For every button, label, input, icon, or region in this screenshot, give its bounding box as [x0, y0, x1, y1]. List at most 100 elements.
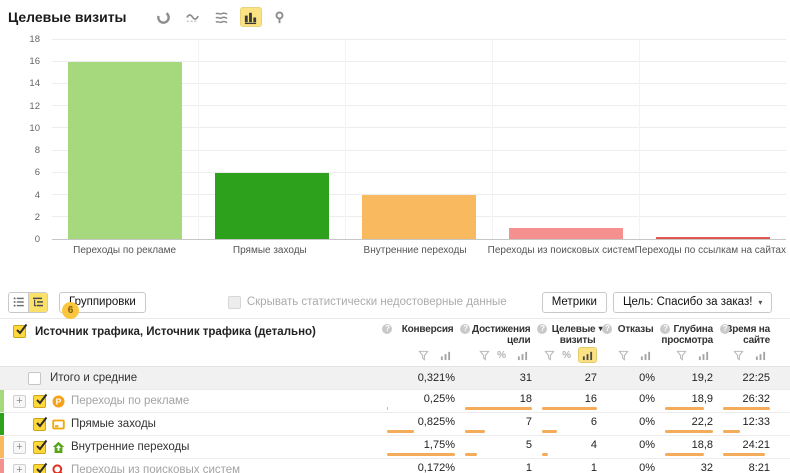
- cell-bar: [465, 406, 532, 410]
- x-labels: Переходы по рекламе Прямые заходы Внутренн…: [52, 242, 786, 258]
- cell-bar: [723, 406, 770, 410]
- bar-chart-icon[interactable]: [239, 7, 262, 27]
- chart-slot: [639, 40, 786, 239]
- column-chart-icon[interactable]: [513, 347, 532, 363]
- grouping-checkbox[interactable]: [13, 323, 28, 338]
- column-header-bounces[interactable]: ? Отказы: [601, 323, 659, 335]
- percent-icon[interactable]: %: [497, 349, 506, 361]
- column-chart-icon[interactable]: [751, 347, 770, 363]
- target-visits-chart: 0 2 4 6 8 10 12 14 16 18 Переходы по рекламе Прямы…: [0, 34, 790, 258]
- cell-value: 4: [590, 438, 597, 451]
- y-tick-label: 16: [29, 56, 40, 68]
- filter-icon[interactable]: [618, 350, 629, 361]
- cell-bar: [387, 452, 455, 456]
- hide-inaccurate-checkbox[interactable]: [227, 295, 241, 309]
- cell-value: 0%: [639, 461, 655, 473]
- expand-button[interactable]: +: [13, 394, 26, 408]
- chart-bar[interactable]: [509, 227, 623, 239]
- grouping-header-label: Источник трафика, Источник трафика (дета…: [35, 325, 316, 338]
- column-chart-icon-selected[interactable]: [578, 347, 597, 363]
- help-icon[interactable]: ?: [537, 324, 548, 334]
- row-color-stripe: [0, 436, 4, 458]
- chart-bar[interactable]: [215, 172, 329, 239]
- cell-value: 0%: [639, 415, 655, 428]
- search-engine-icon: [51, 463, 65, 473]
- totals-checkbox[interactable]: [28, 371, 41, 385]
- cell-value: 0,825%: [417, 415, 455, 428]
- list-view-icon[interactable]: [9, 292, 28, 312]
- expand-button[interactable]: +: [13, 440, 26, 454]
- map-pin-icon[interactable]: [269, 7, 291, 27]
- report-header: Целевые визиты: [0, 0, 790, 28]
- row-label[interactable]: Внутренние переходы: [71, 441, 190, 453]
- tree-view-icon[interactable]: [28, 292, 47, 312]
- ad-source-icon: P: [51, 394, 65, 408]
- cell-value: 18: [519, 392, 532, 405]
- y-tick-label: 2: [34, 211, 40, 223]
- goal-selector-label: Цель: Спасибо за заказ!: [622, 296, 753, 308]
- row-checkbox[interactable]: [33, 416, 48, 431]
- row-label[interactable]: Переходы по рекламе: [71, 395, 190, 407]
- plot-area: [52, 39, 786, 240]
- stacked-area-chart-icon[interactable]: [211, 7, 233, 27]
- filter-icon[interactable]: [676, 350, 687, 361]
- help-icon[interactable]: ?: [720, 324, 730, 334]
- cell-value: 1: [525, 461, 532, 473]
- table-row: + Внутренние переходы 1,75% 5 4 0% 18,8 …: [0, 435, 790, 458]
- filter-icon[interactable]: [479, 350, 490, 361]
- goal-selector[interactable]: Цель: Спасибо за заказ! ▾: [612, 291, 773, 313]
- filter-icon[interactable]: [544, 350, 555, 361]
- line-chart-icon[interactable]: [182, 7, 204, 27]
- gridline: [52, 171, 786, 173]
- hide-inaccurate-control: Скрывать статистически недостоверные дан…: [227, 295, 507, 309]
- chart-bar[interactable]: [68, 62, 182, 239]
- chart-type-switcher: [153, 7, 291, 27]
- y-tick-label: 6: [34, 167, 40, 179]
- filter-icon[interactable]: [733, 350, 744, 361]
- cell-value: 24:21: [742, 438, 770, 451]
- help-icon[interactable]: ?: [382, 324, 393, 334]
- help-icon[interactable]: ?: [602, 324, 613, 334]
- chevron-down-icon: ▾: [758, 297, 763, 307]
- percent-icon[interactable]: %: [562, 349, 571, 361]
- page-title: Целевые визиты: [8, 9, 127, 25]
- table-toolbar: Группировки 6 Скрывать статистически нед…: [0, 290, 790, 319]
- column-chart-icon[interactable]: [436, 347, 455, 363]
- groupings-button[interactable]: Группировки: [59, 291, 146, 313]
- cell-value: 1,75%: [423, 438, 455, 451]
- y-tick-label: 18: [29, 34, 40, 45]
- row-checkbox[interactable]: [33, 393, 48, 408]
- column-header-conversion[interactable]: ? Конверсия: [381, 323, 459, 335]
- row-label[interactable]: Прямые заходы: [71, 418, 156, 430]
- pie-chart-icon[interactable]: [153, 7, 175, 27]
- filter-icon[interactable]: [418, 350, 429, 361]
- hide-inaccurate-label[interactable]: Скрывать статистически недостоверные дан…: [246, 296, 507, 308]
- metrics-button[interactable]: Метрики: [541, 291, 607, 313]
- column-chart-icon[interactable]: [694, 347, 713, 363]
- column-chart-icon[interactable]: [636, 347, 655, 363]
- direct-visits-icon: [51, 417, 65, 431]
- y-tick-label: 12: [29, 100, 40, 112]
- row-checkbox[interactable]: [33, 462, 48, 473]
- help-icon[interactable]: ?: [660, 324, 671, 334]
- row-checkbox[interactable]: [33, 439, 48, 454]
- table-row: + Прямые заходы 0,825% 7 6 0% 22,2 12:33: [0, 412, 790, 435]
- chart-bar[interactable]: [362, 194, 476, 239]
- y-tick-label: 8: [34, 145, 40, 157]
- expand-button[interactable]: +: [13, 463, 26, 473]
- column-header-page-depth[interactable]: ? Глубина просмотра: [660, 324, 714, 346]
- column-header-goal-completions[interactable]: ? Достижения цели: [459, 323, 536, 346]
- cell-value: 31: [519, 372, 532, 384]
- row-label[interactable]: Переходы из поисковых систем: [71, 464, 241, 473]
- column-header-time-on-site[interactable]: ? Время на сайте: [719, 323, 776, 346]
- gridline: [52, 39, 786, 40]
- column-header-target-visits[interactable]: ? Целевые визиты ▾: [536, 323, 603, 346]
- cell-bar: [465, 452, 477, 456]
- chart-bar[interactable]: [656, 237, 770, 239]
- y-axis: 0 2 4 6 8 10 12 14 16 18: [0, 34, 46, 245]
- row-color-stripe: [0, 459, 4, 473]
- cell-bar: [723, 452, 766, 456]
- bars: [52, 40, 786, 239]
- gridline: [52, 105, 786, 107]
- help-icon[interactable]: ?: [460, 324, 471, 334]
